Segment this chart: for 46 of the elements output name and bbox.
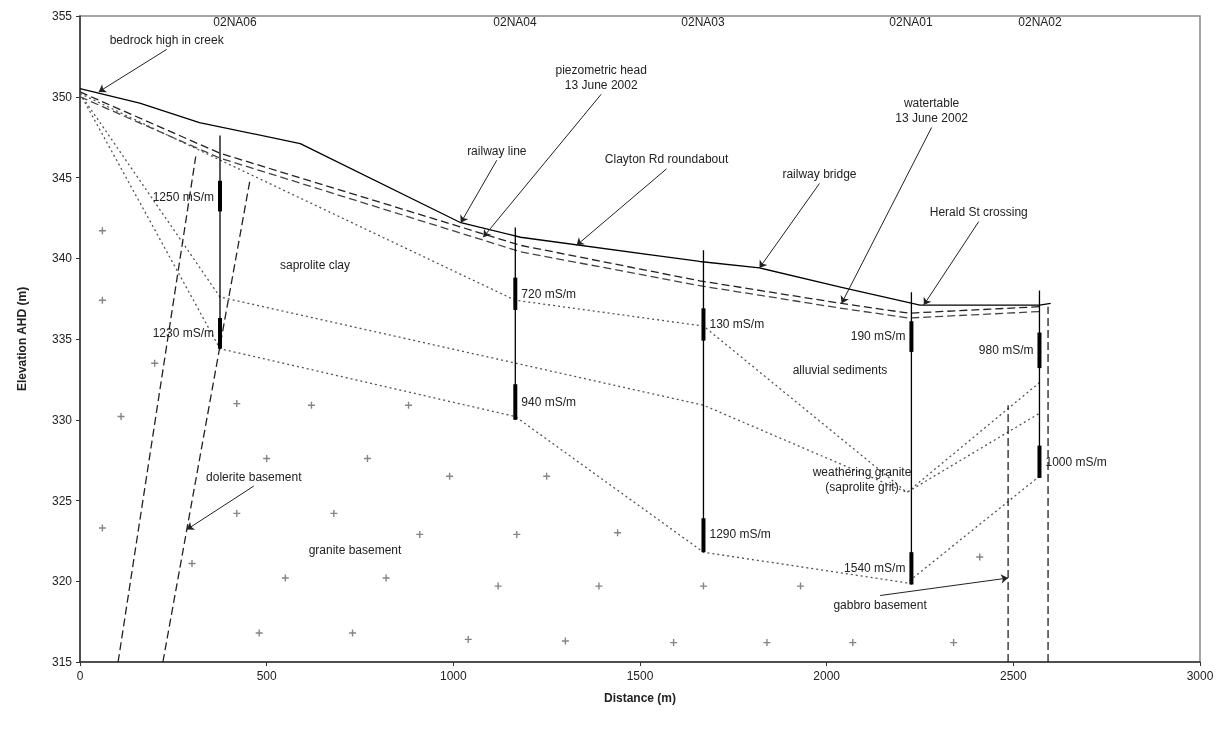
annotation: alluvial sediments <box>792 363 888 377</box>
annotation: 02NA04 <box>493 15 537 29</box>
annotation: 980 mS/m <box>978 343 1034 358</box>
annotation: 02NA06 <box>213 15 257 29</box>
annotation: gabbro basement <box>833 598 928 613</box>
annotation: 190 mS/m <box>850 328 906 343</box>
y-tick-label: 340 <box>51 251 73 266</box>
x-axis-title: Distance (m) <box>603 691 677 705</box>
x-tick-label: 2500 <box>999 669 1027 683</box>
x-tick-label: 1500 <box>626 669 654 683</box>
annotation: 02NA01 <box>889 15 933 29</box>
y-tick-label: 355 <box>51 9 73 23</box>
annotation: 1230 mS/m <box>152 325 214 340</box>
annotation: bedrock high in creek <box>109 32 225 47</box>
annotation: 130 mS/m <box>709 317 765 332</box>
annotation: granite basement <box>308 543 403 557</box>
x-tick-label: 500 <box>256 669 277 683</box>
annotation: weathering granite (saprolite grit) <box>811 464 912 494</box>
y-tick-label: 345 <box>51 170 73 185</box>
annotation: 1540 mS/m <box>844 561 906 576</box>
y-axis-title: Elevation AHD (m) <box>15 286 29 392</box>
annotation: 940 mS/m <box>521 394 576 409</box>
annotation: piezometric head 13 June 2002 <box>555 62 647 92</box>
x-tick-label: 0 <box>76 669 84 683</box>
annotation: 1250 mS/m <box>152 189 214 204</box>
annotation: saprolite clay <box>279 258 351 272</box>
y-tick-label: 330 <box>51 412 73 427</box>
y-tick-label: 335 <box>51 332 73 346</box>
annotation: railway bridge <box>782 166 857 181</box>
annotation: 1290 mS/m <box>709 527 771 542</box>
annotation: Herald St crossing <box>929 205 1028 220</box>
annotation: watertable 13 June 2002 <box>895 95 969 125</box>
annotation: 02NA02 <box>1018 15 1062 29</box>
y-tick-label: 350 <box>51 89 73 104</box>
annotation: Clayton Rd roundabout <box>604 152 729 167</box>
x-tick-label: 1000 <box>439 669 467 683</box>
annotation: dolerite basement <box>206 469 303 484</box>
y-tick-label: 315 <box>51 655 73 669</box>
annotation: 720 mS/m <box>521 286 576 301</box>
y-tick-label: 325 <box>51 493 73 508</box>
x-tick-label: 3000 <box>1186 669 1214 683</box>
y-tick-label: 320 <box>51 574 73 589</box>
x-tick-label: 2000 <box>813 669 841 683</box>
annotation: 02NA03 <box>681 15 725 29</box>
annotation: 1000 mS/m <box>1045 454 1107 469</box>
annotation: railway line <box>467 143 527 158</box>
